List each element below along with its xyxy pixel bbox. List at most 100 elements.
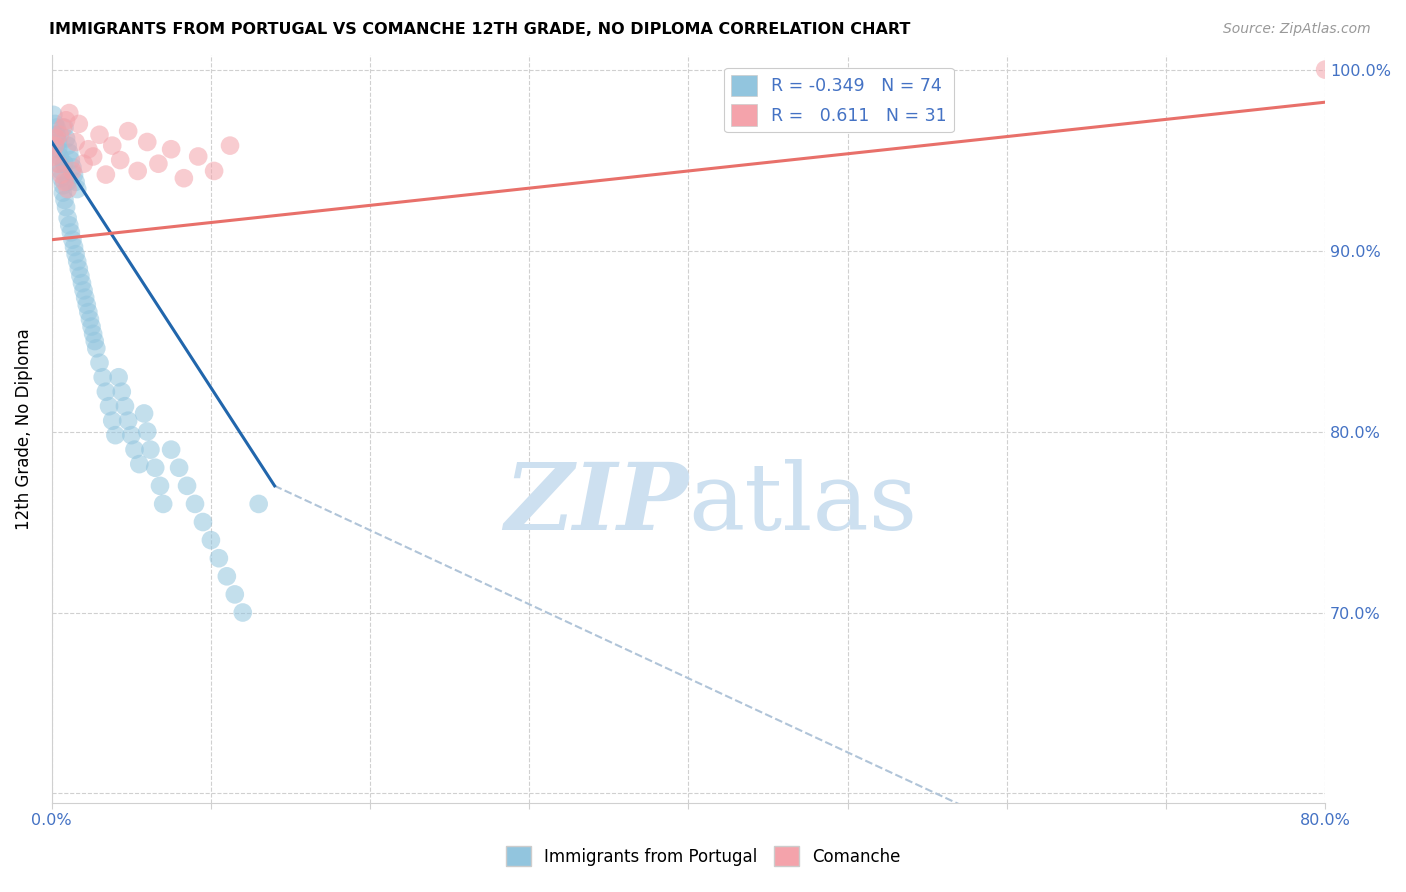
Point xyxy=(128,457,150,471)
Point xyxy=(98,399,121,413)
Point xyxy=(45,128,67,142)
Point xyxy=(202,164,225,178)
Point xyxy=(56,175,79,189)
Point xyxy=(62,161,84,175)
Point xyxy=(59,153,82,167)
Point xyxy=(53,120,76,135)
Point xyxy=(53,175,76,189)
Point xyxy=(1313,62,1336,77)
Point xyxy=(247,497,270,511)
Point xyxy=(63,240,86,254)
Point xyxy=(55,131,77,145)
Point xyxy=(82,149,104,163)
Point xyxy=(52,120,75,135)
Point xyxy=(65,175,87,189)
Point xyxy=(208,551,231,566)
Point xyxy=(52,186,75,200)
Point xyxy=(53,193,76,207)
Legend: Immigrants from Portugal, Comanche: Immigrants from Portugal, Comanche xyxy=(499,839,907,873)
Point xyxy=(184,497,207,511)
Point xyxy=(77,305,100,319)
Point xyxy=(160,142,183,156)
Point xyxy=(59,226,82,240)
Point xyxy=(46,157,69,171)
Point xyxy=(44,117,66,131)
Point xyxy=(51,168,73,182)
Point xyxy=(120,428,142,442)
Point xyxy=(219,138,242,153)
Point xyxy=(53,157,76,171)
Point xyxy=(62,233,84,247)
Point xyxy=(107,370,129,384)
Point xyxy=(91,370,114,384)
Point xyxy=(72,284,94,298)
Point xyxy=(58,106,80,120)
Point xyxy=(56,138,79,153)
Point xyxy=(67,261,90,276)
Point xyxy=(65,247,87,261)
Point xyxy=(94,384,117,399)
Point xyxy=(200,533,222,548)
Point xyxy=(136,425,159,439)
Point xyxy=(67,117,90,131)
Point xyxy=(44,138,66,153)
Legend: R = -0.349   N = 74, R =   0.611   N = 31: R = -0.349 N = 74, R = 0.611 N = 31 xyxy=(724,68,953,133)
Point xyxy=(114,399,136,413)
Point xyxy=(160,442,183,457)
Point xyxy=(86,341,108,355)
Point xyxy=(69,268,91,283)
Point xyxy=(94,168,117,182)
Point xyxy=(232,606,254,620)
Point xyxy=(75,291,97,305)
Point xyxy=(66,254,89,268)
Point xyxy=(63,168,86,182)
Point xyxy=(42,149,65,163)
Text: IMMIGRANTS FROM PORTUGAL VS COMANCHE 12TH GRADE, NO DIPLOMA CORRELATION CHART: IMMIGRANTS FROM PORTUGAL VS COMANCHE 12T… xyxy=(49,22,911,37)
Point xyxy=(176,479,198,493)
Point xyxy=(51,171,73,186)
Point xyxy=(215,569,238,583)
Point xyxy=(46,142,69,156)
Point xyxy=(89,356,111,370)
Point xyxy=(83,334,105,348)
Point xyxy=(48,149,70,163)
Point xyxy=(45,131,67,145)
Point xyxy=(167,460,190,475)
Point xyxy=(80,319,103,334)
Y-axis label: 12th Grade, No Diploma: 12th Grade, No Diploma xyxy=(15,328,32,530)
Point xyxy=(127,164,149,178)
Point xyxy=(56,211,79,225)
Point xyxy=(52,178,75,193)
Point xyxy=(65,135,87,149)
Point xyxy=(55,200,77,214)
Point xyxy=(76,298,98,312)
Point xyxy=(58,145,80,160)
Point xyxy=(152,497,174,511)
Point xyxy=(82,326,104,341)
Point xyxy=(108,153,131,167)
Point xyxy=(224,587,246,601)
Point xyxy=(148,157,170,171)
Point xyxy=(48,157,70,171)
Point xyxy=(48,128,70,142)
Point xyxy=(58,219,80,233)
Point xyxy=(77,142,100,156)
Point xyxy=(79,312,101,326)
Point xyxy=(46,135,69,149)
Text: Source: ZipAtlas.com: Source: ZipAtlas.com xyxy=(1223,22,1371,37)
Point xyxy=(132,407,155,421)
Point xyxy=(70,276,93,290)
Point xyxy=(42,108,65,122)
Point xyxy=(66,182,89,196)
Point xyxy=(143,460,166,475)
Text: atlas: atlas xyxy=(689,458,918,549)
Point xyxy=(187,149,209,163)
Point xyxy=(139,442,162,457)
Point xyxy=(149,479,172,493)
Point xyxy=(51,164,73,178)
Point xyxy=(111,384,134,399)
Point xyxy=(191,515,214,529)
Point xyxy=(55,113,77,128)
Point xyxy=(124,442,146,457)
Point xyxy=(173,171,195,186)
